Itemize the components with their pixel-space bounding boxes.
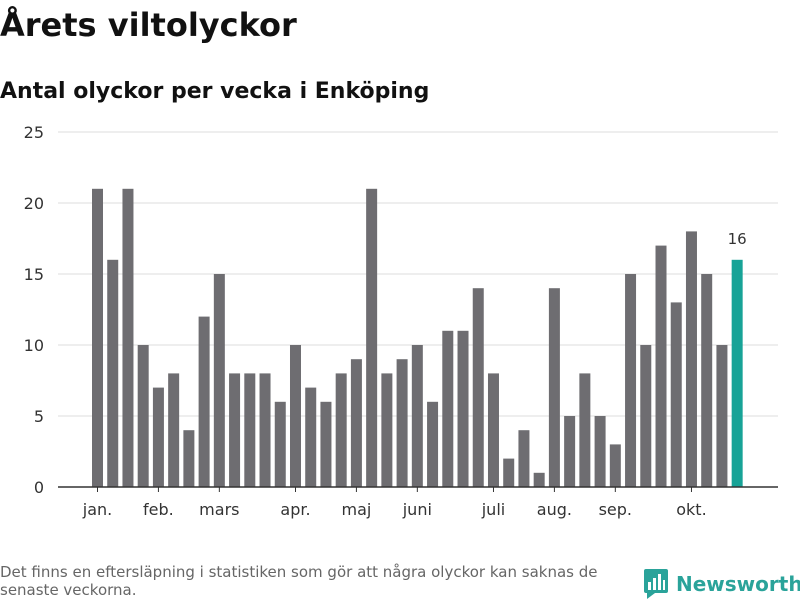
bar <box>122 188 134 488</box>
chart-subtitle: Antal olyckor per vecka i Enköping <box>0 79 430 104</box>
bar <box>548 288 560 487</box>
bar <box>381 373 393 487</box>
bar <box>625 274 637 487</box>
bar <box>92 188 103 488</box>
bar <box>289 345 301 487</box>
bar <box>487 373 499 487</box>
y-axis-tick-labels: 0 5 10 15 20 25 <box>24 123 44 497</box>
bar <box>564 416 576 487</box>
bar <box>472 288 484 487</box>
newsworthy-brand[interactable]: Newsworthy <box>644 569 800 599</box>
newsworthy-logo-icon <box>644 569 668 599</box>
bar <box>244 373 256 487</box>
bar <box>579 373 591 487</box>
x-tick-label: apr. <box>280 500 310 519</box>
bar <box>350 359 362 487</box>
bar <box>457 330 469 487</box>
bar <box>366 188 378 488</box>
bar <box>183 430 195 487</box>
bar <box>503 458 515 487</box>
bar <box>137 345 149 487</box>
bar <box>305 387 317 487</box>
bar <box>259 373 271 487</box>
bar <box>533 472 545 487</box>
y-tick-label: 20 <box>24 194 44 213</box>
brand-name: Newsworthy <box>676 572 800 596</box>
bar <box>716 345 728 487</box>
chart-title: Årets viltolyckor <box>0 6 297 44</box>
bar <box>274 401 286 487</box>
bar <box>701 274 713 487</box>
bar <box>168 373 180 487</box>
bar <box>198 316 210 487</box>
x-tick-label: mars <box>199 500 239 519</box>
x-tick-label: jan. <box>82 500 112 519</box>
bar <box>518 430 530 487</box>
bar <box>152 387 164 487</box>
x-axis-ticks: jan. feb. mars apr. maj juni juli aug. sep. okt. <box>82 487 707 519</box>
x-tick-label: juni <box>402 500 432 519</box>
y-tick-label: 25 <box>24 123 44 142</box>
bars <box>92 188 743 488</box>
bar <box>655 245 667 487</box>
bar <box>594 416 606 487</box>
x-tick-label: juli <box>481 500 505 519</box>
bar <box>335 373 347 487</box>
bar-highlighted <box>731 259 743 487</box>
bar <box>396 359 408 487</box>
bar <box>427 401 439 487</box>
y-tick-label: 0 <box>34 478 44 497</box>
footnote: Det finns en eftersläpning i statistiken… <box>0 563 598 599</box>
x-tick-label: aug. <box>537 500 572 519</box>
bar <box>442 330 454 487</box>
y-tick-label: 15 <box>24 265 44 284</box>
x-tick-label: okt. <box>676 500 706 519</box>
bar <box>320 401 332 487</box>
bar <box>609 444 621 487</box>
x-tick-label: feb. <box>143 500 174 519</box>
bar <box>107 259 119 487</box>
bar <box>229 373 241 487</box>
bar <box>685 231 697 487</box>
bar <box>670 302 682 487</box>
bar <box>411 345 423 487</box>
highlight-value-label: 16 <box>728 230 747 248</box>
bar <box>213 274 225 487</box>
x-tick-label: sep. <box>599 500 632 519</box>
x-tick-label: maj <box>341 500 371 519</box>
data-labels: 16 <box>728 230 747 248</box>
y-tick-label: 5 <box>34 407 44 426</box>
y-tick-label: 10 <box>24 336 44 355</box>
bar-chart: 0 5 10 15 20 25 jan. feb. mars apr. maj juni juli au… <box>24 123 778 519</box>
bar <box>640 345 652 487</box>
